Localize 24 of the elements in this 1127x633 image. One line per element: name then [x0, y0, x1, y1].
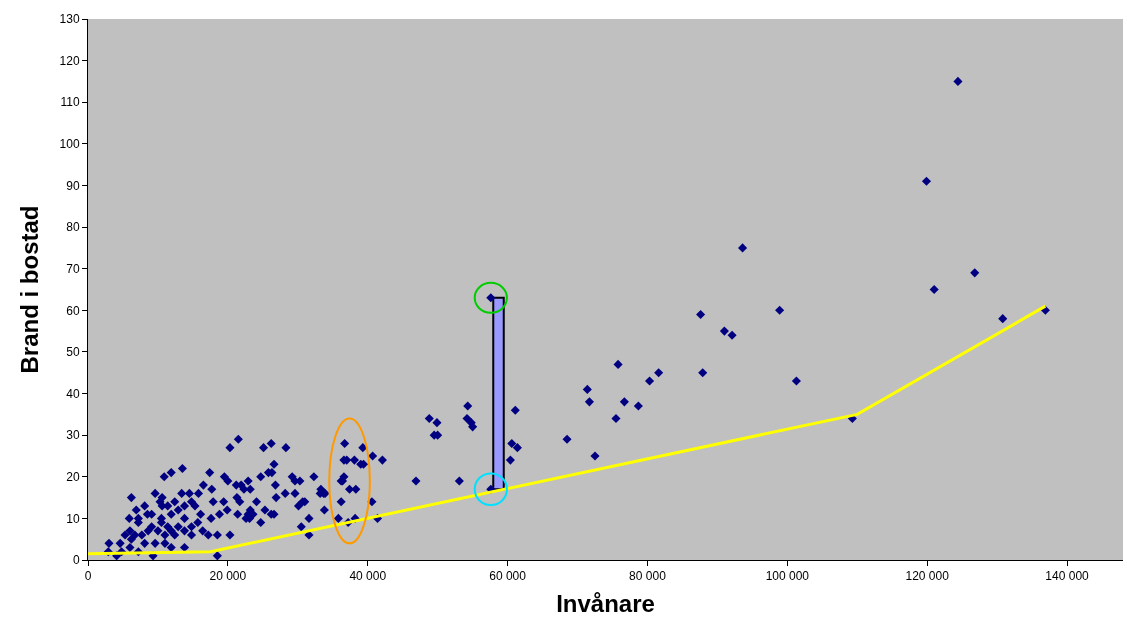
- y-tick-label: 80: [66, 220, 80, 235]
- y-tick-label: 20: [66, 469, 80, 484]
- x-axis-title: Invånare: [556, 589, 655, 617]
- y-tick-label: 90: [66, 178, 80, 193]
- x-tick-label: 100 000: [765, 569, 810, 584]
- x-tick-label: 80 000: [629, 569, 667, 584]
- y-tick-label: 30: [66, 428, 80, 443]
- y-tick-label: 120: [59, 53, 80, 68]
- y-tick-label: 60: [66, 303, 80, 318]
- x-tick-label: 120 000: [905, 569, 950, 584]
- x-tick-label: 0: [84, 569, 92, 584]
- y-tick-label: 40: [66, 386, 80, 401]
- y-tick-label: 10: [66, 511, 80, 526]
- y-tick-label: 0: [72, 553, 80, 568]
- x-tick-label: 60 000: [489, 569, 527, 584]
- y-tick-label: 50: [66, 345, 80, 360]
- x-tick-label: 140 000: [1045, 569, 1090, 584]
- y-tick-label: 130: [59, 12, 80, 27]
- y-tick-label: 100: [59, 137, 80, 152]
- y-tick-label: 70: [66, 261, 80, 276]
- x-tick-label: 40 000: [349, 569, 387, 584]
- y-axis-title: Brand i bostad: [15, 205, 43, 374]
- y-tick-label: 110: [60, 95, 80, 110]
- x-tick-label: 20 000: [209, 569, 247, 584]
